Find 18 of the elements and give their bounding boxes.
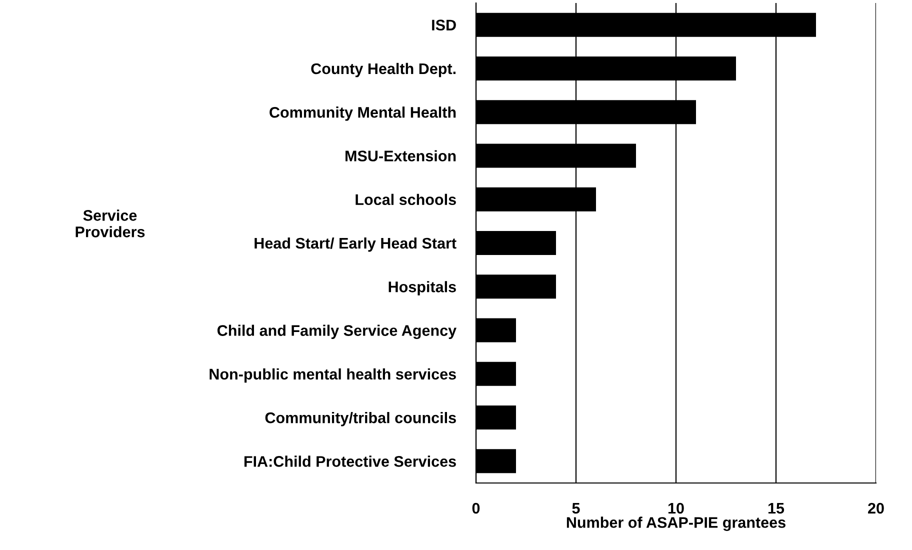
y-tick-label: Local schools <box>356 194 456 206</box>
y-tick-label: ISD <box>432 20 456 31</box>
x-tick-label: 10 <box>668 502 684 514</box>
y-tick-label: County Health Dept. <box>311 62 456 78</box>
x-tick-label: 0 <box>472 502 480 514</box>
y-tick-label: Head Start/ Early Head Start <box>254 237 456 252</box>
y-tick-label: Hospitals <box>388 281 456 296</box>
x-tick-label: 15 <box>768 503 784 514</box>
y-tick-label: FIA:Child Protective Services <box>244 456 456 467</box>
y-tick-label: Child and Family Service Agency <box>217 324 456 340</box>
y-axis-title: Service Providers <box>76 210 145 238</box>
x-axis-title: Number of ASAP-PIE grantees <box>566 516 786 531</box>
x-tick-label: 20 <box>868 502 884 514</box>
y-tick-label: MSU-Extension <box>346 150 456 162</box>
y-tick-label: Non-public mental health services <box>210 368 456 383</box>
y-tick-label: Community Mental Health <box>270 106 456 121</box>
y-tick-label: Community/tribal councils <box>265 412 456 426</box>
x-tick-label: 5 <box>572 503 580 514</box>
